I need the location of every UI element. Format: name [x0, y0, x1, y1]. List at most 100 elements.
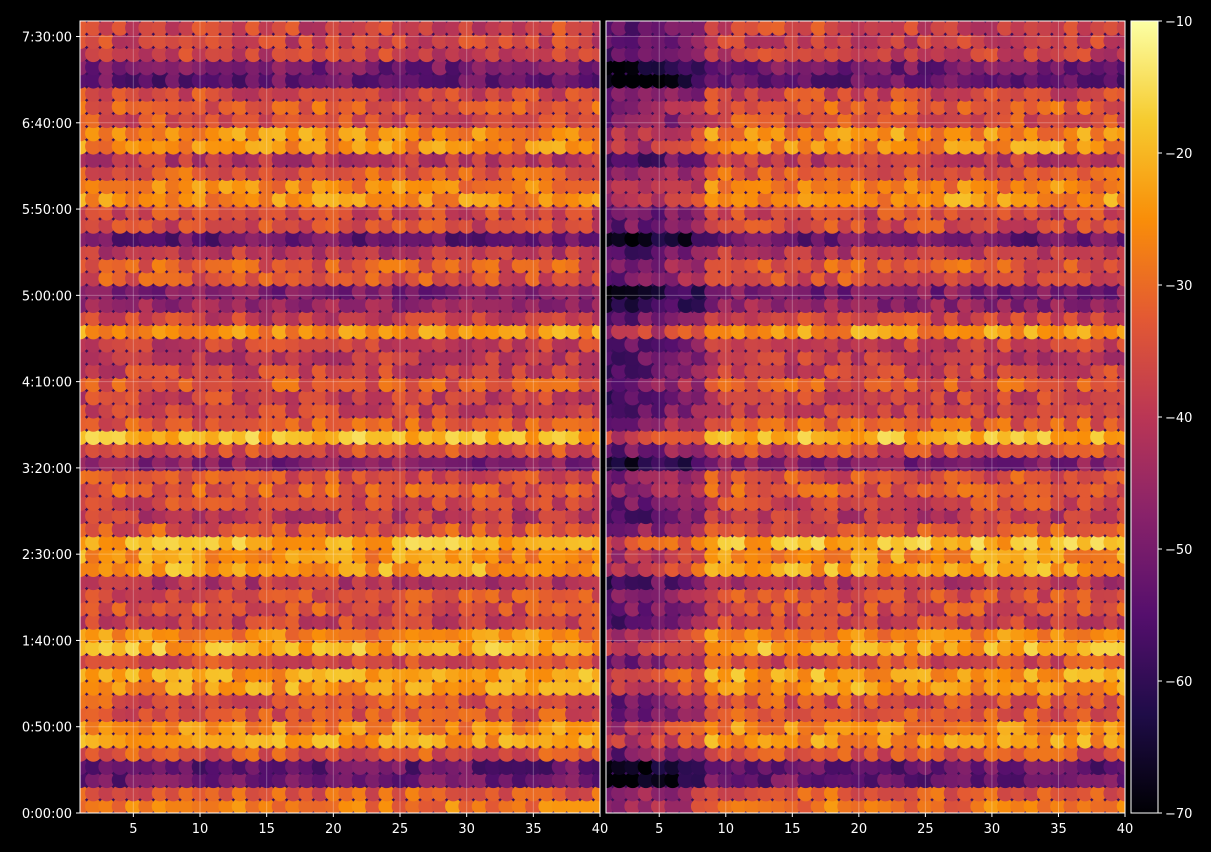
heatmap-cell [458, 507, 475, 525]
heatmap-cell [165, 455, 182, 472]
heatmap-cell [485, 639, 502, 657]
heatmap-cell [624, 534, 641, 551]
heatmap-cell [351, 785, 369, 802]
heatmap-cell [664, 191, 681, 208]
heatmap-cell [1063, 349, 1081, 366]
heatmap-cell [271, 521, 289, 538]
heatmap-cell [930, 494, 947, 511]
heatmap-cell [205, 59, 222, 76]
heatmap-cell [565, 560, 582, 577]
heatmap-cell [565, 639, 582, 657]
heatmap-cell [650, 191, 668, 208]
heatmap-cell [650, 257, 668, 274]
heatmap-cell [218, 798, 235, 813]
heatmap-cell [903, 613, 921, 630]
heatmap-cell [538, 191, 555, 208]
heatmap-cell [797, 217, 814, 234]
heatmap-cell [784, 111, 801, 129]
heatmap-cell [511, 666, 529, 683]
heatmap-cell [1050, 85, 1067, 102]
heatmap-cell [1023, 257, 1041, 274]
heatmap-cell [637, 798, 655, 813]
heatmap-cell [1036, 151, 1054, 168]
heatmap-cell [138, 72, 155, 89]
heatmap-cell [538, 270, 555, 287]
heatmap-cell [1036, 534, 1054, 551]
heatmap-cell [165, 389, 182, 406]
heatmap-cell [538, 177, 555, 195]
heatmap-cell [877, 72, 894, 89]
heatmap-cell [917, 719, 934, 736]
heatmap-cell [578, 613, 595, 630]
heatmap-cell [890, 573, 908, 591]
heatmap-cell [538, 692, 555, 709]
heatmap-cell [338, 309, 355, 327]
heatmap-cell [1063, 243, 1081, 261]
heatmap-cell [418, 349, 435, 366]
heatmap-cell [285, 125, 302, 142]
heatmap-cell [1036, 560, 1054, 577]
heatmap-cell [850, 613, 868, 630]
heatmap-cell [445, 98, 462, 115]
heatmap-cell [165, 402, 182, 419]
heatmap-cell [378, 72, 395, 89]
heatmap-cell [311, 164, 329, 181]
heatmap-cell [391, 45, 409, 63]
heatmap-cell [485, 283, 502, 300]
heatmap-cell [365, 468, 382, 485]
heatmap-cell [551, 230, 569, 247]
heatmap-cell [285, 309, 302, 327]
x-tick-label: 10 [192, 822, 209, 837]
heatmap-cell [285, 138, 302, 155]
heatmap-cell [903, 349, 921, 366]
heatmap-cell [877, 217, 894, 234]
heatmap-cell [1090, 164, 1107, 181]
heatmap-cell [178, 323, 195, 340]
heatmap-cell [877, 270, 894, 287]
heatmap-cell [730, 243, 748, 261]
heatmap-cell [245, 507, 262, 525]
heatmap-cell [191, 111, 209, 129]
heatmap-cell [565, 164, 582, 181]
heatmap-cell [1036, 402, 1054, 419]
heatmap-cell [138, 666, 155, 683]
heatmap-cell [351, 21, 369, 36]
heatmap-cell [338, 270, 355, 287]
heatmap-cell [903, 798, 921, 813]
heatmap-cell [551, 560, 569, 577]
heatmap-cell [445, 32, 462, 49]
heatmap-cell [624, 666, 641, 683]
heatmap-cell [837, 389, 854, 406]
heatmap-cell [285, 98, 302, 115]
heatmap-cell [125, 389, 142, 406]
heatmap-cell [365, 732, 382, 749]
heatmap-cell [943, 758, 961, 775]
heatmap-cell [637, 573, 655, 591]
heatmap-cell [431, 230, 449, 247]
heatmap-cell [863, 204, 881, 221]
heatmap-cell [338, 125, 355, 142]
heatmap-cell [877, 534, 894, 551]
heatmap-cell [1010, 230, 1027, 247]
heatmap-cell [471, 587, 489, 604]
heatmap-cell [917, 441, 934, 459]
heatmap-cell [191, 692, 209, 709]
heatmap-cell [863, 679, 881, 696]
heatmap-cell [757, 573, 774, 591]
heatmap-cell [1010, 494, 1027, 511]
heatmap-cell [837, 230, 854, 247]
heatmap-cell [797, 243, 814, 261]
heatmap-cell [704, 745, 721, 762]
heatmap-cell [730, 98, 748, 115]
heatmap-cell [823, 270, 841, 287]
heatmap-cell [418, 785, 435, 802]
heatmap-cell [863, 85, 881, 102]
heatmap-cell [1023, 758, 1041, 775]
heatmap-cell [903, 534, 921, 551]
heatmap-cell [677, 455, 695, 472]
heatmap-cell [837, 613, 854, 630]
heatmap-cell [624, 389, 641, 406]
heatmap-cell [637, 521, 655, 538]
heatmap-cell [1050, 362, 1067, 379]
heatmap-cell [730, 653, 748, 670]
